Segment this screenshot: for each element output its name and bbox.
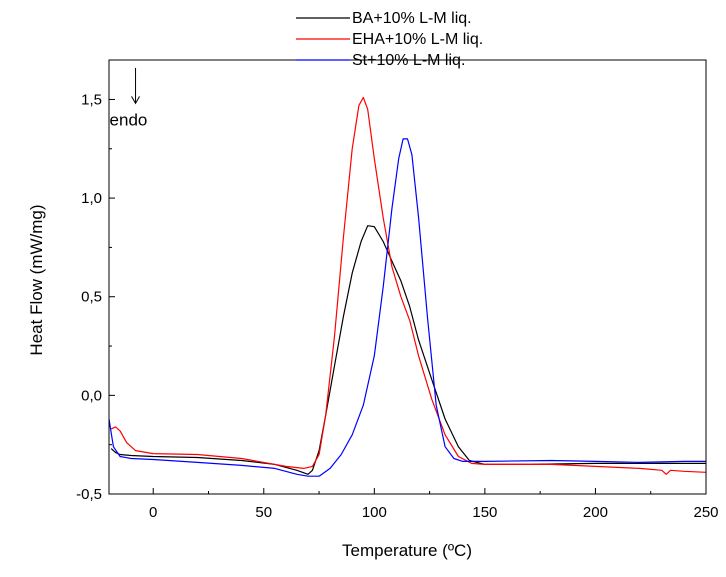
legend-label-3: St+10% L-M liq.: [352, 52, 465, 69]
x-tick-label: 100: [362, 504, 387, 521]
x-tick-label: 200: [583, 504, 608, 521]
endo-annotation: endo: [110, 67, 148, 129]
plot-frame: [108, 59, 707, 495]
x-tick-label: 50: [255, 504, 272, 521]
y-tick-label: 1,5: [81, 91, 102, 108]
y-tick-label: -0,5: [76, 486, 102, 503]
series-layer: [109, 96, 706, 477]
legend-label-2: EHA+10% L-M liq.: [352, 31, 483, 48]
legend: BA+10% L-M liq. EHA+10% L-M liq. St+10% L-…: [296, 10, 483, 69]
x-axis-title: Temperature (ºC): [342, 541, 472, 560]
arrow-down-icon: [131, 96, 140, 105]
legend-label-1: BA+10% L-M liq.: [352, 10, 472, 27]
x-tick-label: 250: [693, 504, 718, 521]
y-axis-title: Heat Flow (mW/mg): [27, 204, 46, 355]
y-tick-label: 0,5: [81, 289, 102, 306]
x-axis: 0 50 100 150 200 250: [149, 488, 719, 521]
y-tick-label: 1,0: [81, 190, 102, 207]
series-line-1: [110, 225, 706, 475]
endo-label: endo: [110, 110, 148, 129]
y-tick-label: 0,0: [81, 387, 102, 404]
series-line-2: [110, 96, 706, 475]
x-tick-label: 150: [472, 504, 497, 521]
x-tick-label: 0: [149, 504, 157, 521]
y-axis: -0,5 0,0 0,5 1,0 1,5: [76, 91, 115, 503]
series-line-3: [109, 138, 706, 477]
